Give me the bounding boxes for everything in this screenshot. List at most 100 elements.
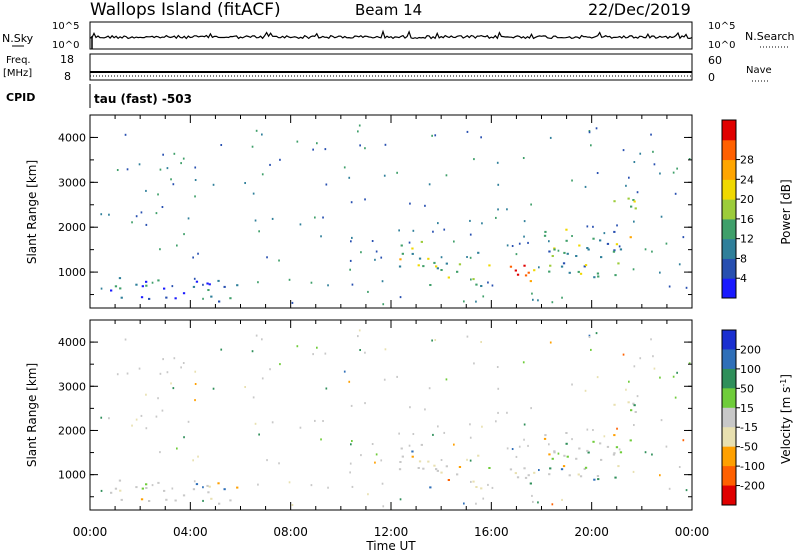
power-colorbar-swatch bbox=[722, 179, 736, 200]
power-cell bbox=[565, 239, 568, 242]
power-cell bbox=[553, 247, 556, 250]
velocity-cell bbox=[148, 500, 151, 502]
power-cell bbox=[173, 152, 176, 155]
power-cell bbox=[364, 198, 366, 201]
power-cell bbox=[271, 217, 274, 220]
x-tick-label: 12:00 bbox=[374, 525, 409, 539]
power-cell bbox=[192, 285, 196, 288]
power-cell bbox=[487, 281, 489, 284]
velocity-cell bbox=[358, 329, 361, 332]
velocity-cell bbox=[254, 422, 257, 425]
power-cell bbox=[629, 236, 632, 239]
power-colorbar-label: Power [dB] bbox=[779, 179, 793, 244]
power-cell bbox=[261, 133, 263, 136]
power-cell bbox=[588, 131, 591, 134]
velocity-cell bbox=[252, 396, 255, 399]
velocity-cell bbox=[587, 451, 590, 454]
power-cell bbox=[296, 140, 299, 143]
power-cell bbox=[399, 258, 402, 261]
power-colorbar-label: 20 bbox=[740, 193, 754, 206]
velocity-cell bbox=[593, 478, 596, 481]
power-cell bbox=[565, 228, 568, 231]
velocity-cell bbox=[578, 447, 581, 450]
power-cell bbox=[194, 195, 196, 198]
power-cell bbox=[145, 284, 148, 287]
power-cell bbox=[533, 269, 536, 272]
power-cell bbox=[616, 224, 618, 227]
power-cell bbox=[549, 264, 552, 267]
velocity-cell bbox=[212, 387, 215, 390]
velocity-cell bbox=[182, 362, 185, 365]
power-cell bbox=[615, 243, 619, 246]
velocity-cell bbox=[374, 461, 376, 464]
power-cell bbox=[180, 162, 182, 165]
power-cell bbox=[568, 271, 571, 274]
velocity-cell bbox=[383, 378, 386, 381]
velocity-cell bbox=[312, 353, 314, 356]
velocity-cell bbox=[436, 469, 439, 472]
velocity-colorbar-swatch bbox=[722, 485, 736, 506]
velocity-cell bbox=[422, 467, 425, 470]
power-cell bbox=[159, 248, 161, 251]
power-cell bbox=[562, 262, 566, 265]
power-cell bbox=[157, 193, 159, 196]
power-cells bbox=[100, 124, 691, 306]
velocity-cell bbox=[443, 431, 446, 434]
power-cell bbox=[592, 237, 595, 240]
power-cell bbox=[579, 272, 583, 275]
velocity-cell bbox=[488, 467, 491, 469]
velocity-cell bbox=[622, 353, 625, 356]
power-cell bbox=[155, 212, 158, 215]
power-cell bbox=[384, 143, 387, 146]
power-cell bbox=[660, 215, 663, 218]
velocity-cell bbox=[296, 345, 299, 348]
velocity-cell bbox=[469, 423, 471, 426]
velocity-cell bbox=[514, 472, 517, 475]
power-cell bbox=[672, 171, 675, 174]
velocity-cell bbox=[364, 402, 366, 405]
power-cell bbox=[571, 235, 573, 238]
velocity-cell bbox=[668, 487, 671, 490]
velocity-cell bbox=[145, 393, 147, 396]
power-ytick-label: 2000 bbox=[58, 221, 86, 234]
velocity-ylabel: Slant Range [km] bbox=[25, 363, 39, 467]
velocity-cell bbox=[685, 489, 688, 492]
power-cell bbox=[206, 282, 209, 285]
velocity-cell bbox=[429, 486, 432, 489]
power-cell bbox=[674, 192, 677, 195]
velocity-cell bbox=[506, 411, 508, 414]
power-cell bbox=[207, 289, 210, 292]
velocity-cell bbox=[524, 476, 528, 479]
power-cell bbox=[514, 269, 517, 272]
velocity-cell bbox=[320, 438, 322, 441]
cpid-value: tau (fast) -503 bbox=[94, 92, 192, 106]
velocity-cells bbox=[100, 329, 691, 508]
power-cell bbox=[551, 255, 554, 258]
power-cell bbox=[258, 230, 260, 233]
velocity-cell bbox=[625, 388, 627, 391]
power-cell bbox=[548, 240, 550, 243]
velocity-cell bbox=[161, 409, 164, 412]
velocity-cell bbox=[418, 460, 422, 463]
velocity-cell bbox=[615, 446, 619, 449]
velocity-cell bbox=[529, 482, 532, 485]
velocity-cell bbox=[575, 457, 578, 460]
power-cell bbox=[165, 296, 168, 299]
nave-tick-top: 60 bbox=[708, 54, 722, 67]
velocity-cell bbox=[579, 475, 583, 478]
velocity-cell bbox=[590, 348, 592, 351]
velocity-cell bbox=[116, 373, 119, 376]
velocity-cell bbox=[628, 380, 630, 383]
power-cell bbox=[524, 274, 528, 277]
power-colorbar-swatch bbox=[722, 199, 736, 220]
power-cell bbox=[325, 183, 328, 186]
power-colorbar-swatch bbox=[722, 139, 736, 161]
velocity-colorbar-swatch bbox=[722, 349, 736, 370]
power-cell bbox=[523, 235, 525, 238]
velocity-cell bbox=[424, 408, 426, 411]
power-cell bbox=[639, 152, 642, 155]
velocity-cell bbox=[617, 465, 620, 468]
velocity-cell bbox=[131, 424, 133, 427]
velocity-cell bbox=[530, 407, 532, 410]
power-cell bbox=[145, 189, 147, 192]
